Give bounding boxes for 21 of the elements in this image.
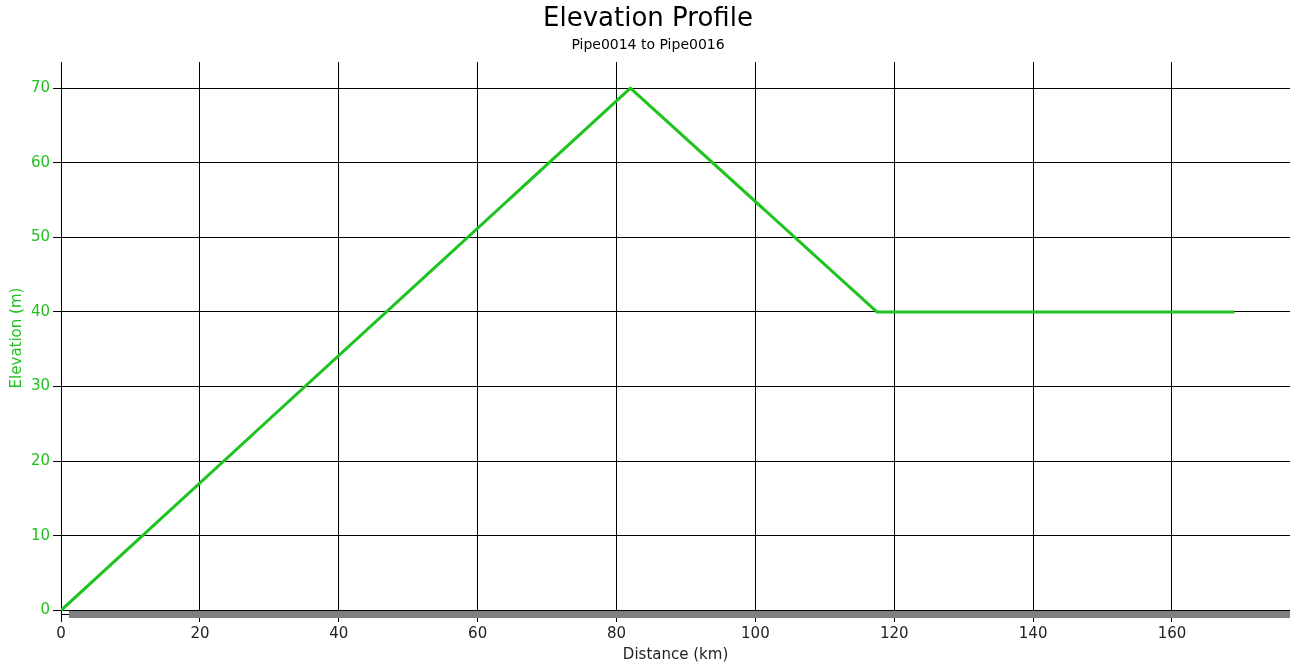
x-axis-title: Distance (km) [622,644,729,663]
y-tick-label: 40 [30,301,51,320]
x-tick-label: 20 [190,623,210,642]
y-axis-title: Elevation (m) [6,287,25,389]
x-tick-label: 100 [741,623,770,642]
x-tick-label: 0 [56,623,66,642]
y-tick-label: 20 [30,450,51,469]
x-tick-label: 140 [1018,623,1048,642]
y-tick-label: 30 [30,376,51,395]
y-tick-label: 60 [30,152,51,171]
x-tick-label: 60 [468,623,488,642]
x-tick-label: 160 [1157,623,1187,642]
y-tick-label: 50 [30,227,51,246]
x-tick-label: 80 [606,623,627,642]
x-tick-label: 120 [879,623,909,642]
y-tick-label: 0 [40,600,51,619]
x-tick-label: 40 [329,623,349,642]
y-tick-label: 70 [30,78,51,96]
chart-subtitle: Pipe0014 to Pipe0016 [571,36,725,53]
chart-title: Elevation Profile [543,2,753,33]
y-tick-label: 10 [30,525,51,544]
